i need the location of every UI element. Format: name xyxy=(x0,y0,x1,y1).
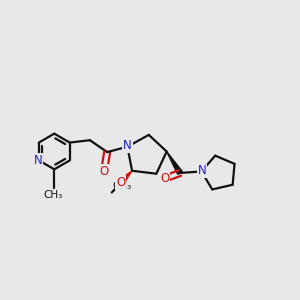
Text: CH₃: CH₃ xyxy=(113,181,132,191)
Polygon shape xyxy=(167,152,182,174)
Text: N: N xyxy=(34,154,43,167)
Polygon shape xyxy=(119,171,132,185)
Text: N: N xyxy=(123,139,132,152)
Text: CH₃: CH₃ xyxy=(44,190,63,200)
Text: N: N xyxy=(197,164,206,177)
Text: O: O xyxy=(160,172,169,185)
Text: O: O xyxy=(116,176,125,189)
Text: O: O xyxy=(99,165,108,178)
